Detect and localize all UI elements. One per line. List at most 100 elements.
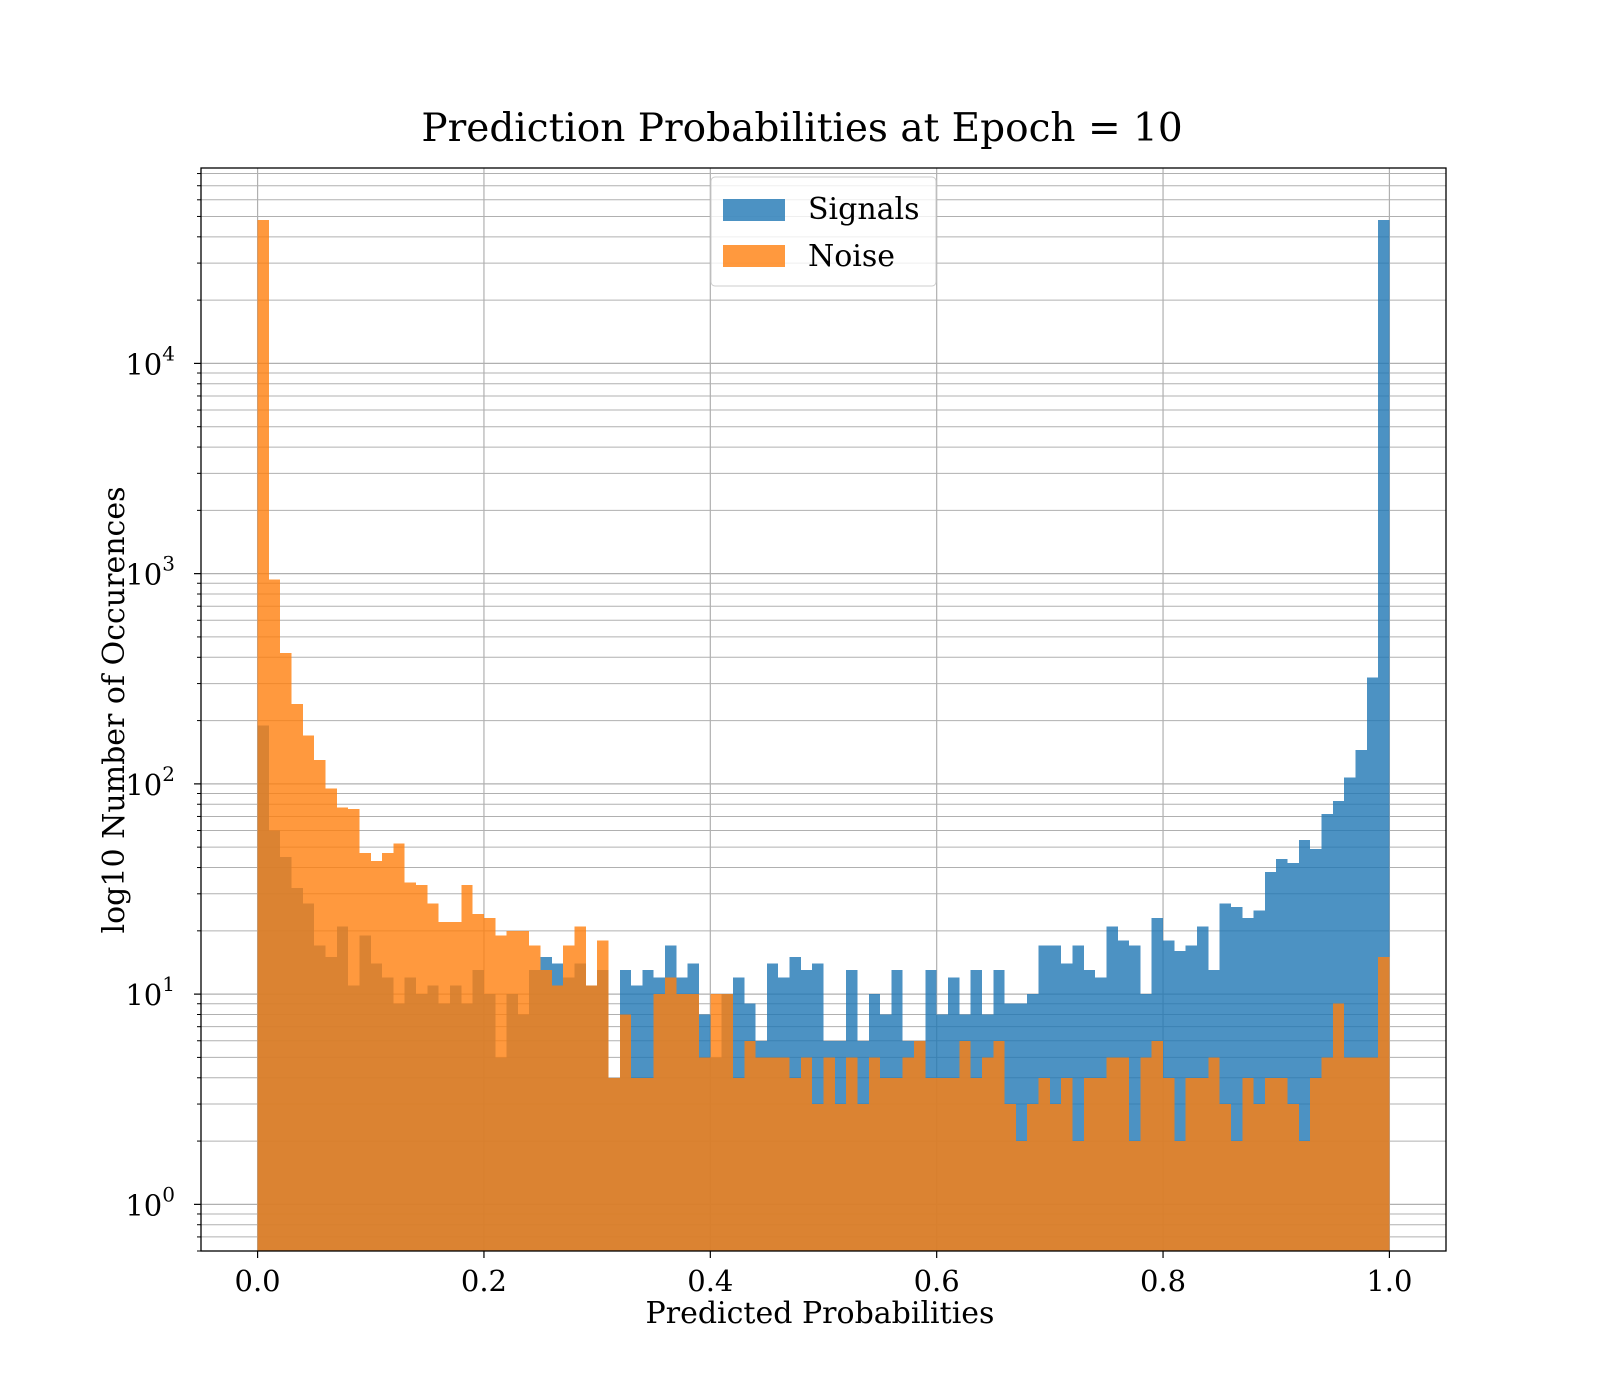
bar-signals [1253,910,1265,1251]
bar-noise [755,1057,767,1251]
bar-noise [280,652,292,1251]
bar-noise [914,1040,926,1251]
bar-signals [1129,945,1141,1251]
bar-noise [925,1077,937,1251]
bar-noise [744,1040,756,1251]
histogram-bars [257,220,1390,1251]
bar-noise [1129,1141,1141,1251]
bar-signals [1049,945,1062,1251]
bar-noise [608,1077,620,1251]
bar-noise [302,735,315,1251]
bar-signals [1015,1003,1028,1251]
x-axis-label: Predicted Probabilities [646,1296,995,1331]
bar-noise [483,918,496,1251]
bar-noise [665,977,677,1251]
bar-noise [687,994,699,1251]
bar-noise [642,1077,654,1251]
bar-signals [1276,858,1288,1251]
legend-swatch-signals [723,199,785,221]
bar-signals [1298,840,1311,1251]
bar-noise [812,1104,824,1251]
bar-noise [416,885,428,1251]
bar-noise [393,843,405,1251]
bar-noise [325,788,337,1251]
bar-noise [732,1077,745,1251]
x-tick-label: 0.4 [687,1264,733,1298]
bar-noise [891,1077,903,1251]
bar-noise [291,703,303,1251]
bar-noise [1151,1040,1164,1251]
bar-noise [314,759,326,1251]
bar-noise [823,1057,835,1251]
bar-noise [710,994,722,1251]
x-tick-label: 1.0 [1366,1264,1412,1298]
bar-signals [1287,863,1299,1251]
x-tick-label: 0.6 [914,1264,960,1298]
y-tick-label: 101 [125,972,175,1012]
bar-noise [529,945,541,1251]
bar-signals [1355,749,1367,1251]
axis-ticks: 0.0 0.2 0.4 0.6 0.8 1.0 100 101 102 103 104 [125,173,1412,1298]
bar-noise [563,945,575,1251]
bar-noise [336,807,349,1251]
bar-noise [1095,1077,1107,1251]
bar-noise [348,808,360,1251]
bar-noise [574,926,586,1251]
y-tick-label: 100 [125,1182,175,1222]
bar-noise [1061,1077,1073,1251]
bar-noise [1230,1141,1243,1251]
bar-noise [834,1104,847,1251]
bar-noise [1083,1077,1096,1251]
bar-noise [1185,1077,1197,1251]
x-tick-label: 0.0 [235,1264,281,1298]
bar-noise [257,220,269,1251]
bar-noise [1027,1104,1039,1251]
bar-noise [1332,1003,1345,1251]
bar-noise [1117,1057,1130,1251]
bar-noise [789,1077,801,1251]
bar-noise [766,1057,779,1251]
bar-noise [619,1014,632,1251]
bar-noise [778,1057,790,1251]
bar-noise [438,922,450,1251]
bar-noise [1366,1057,1379,1251]
bar-noise [517,930,530,1251]
bar-noise [676,994,688,1251]
bar-noise [948,1077,960,1251]
bar-noise [1321,1057,1333,1251]
bar-noise [1015,1141,1028,1251]
bar-noise [970,1077,982,1251]
bar-noise [1004,1104,1016,1251]
bar-noise [1038,1077,1050,1251]
bar-noise [1344,1057,1356,1251]
bar-noise [800,1057,813,1251]
bar-noise [1174,1141,1186,1251]
bar-noise [1219,1104,1231,1251]
bar-noise [540,970,552,1251]
legend-label-noise: Noise [808,239,895,274]
bar-noise [1072,1141,1084,1251]
bar-noise [495,935,507,1251]
bar-noise [1298,1141,1311,1251]
bar-signals [1219,903,1231,1251]
bar-noise [631,1077,643,1251]
bar-signals [1072,945,1084,1251]
bar-noise [404,882,417,1251]
bar-noise [597,940,609,1251]
bar-noise [959,1040,971,1251]
bar-noise [721,994,733,1251]
bar-noise [585,985,598,1251]
legend: Signals Noise [710,176,937,287]
bar-noise [551,985,564,1251]
bar-signals [1310,849,1322,1251]
bar-signals [1378,220,1390,1251]
bar-noise [846,1057,858,1251]
x-tick-label: 0.8 [1140,1264,1186,1298]
bar-noise [936,1077,948,1251]
legend-swatch-noise [723,245,785,267]
bar-noise [880,1077,892,1251]
bar-signals [1321,813,1333,1251]
series-noise [257,220,1390,1251]
bar-noise [268,579,281,1251]
bar-noise [1140,1057,1152,1251]
